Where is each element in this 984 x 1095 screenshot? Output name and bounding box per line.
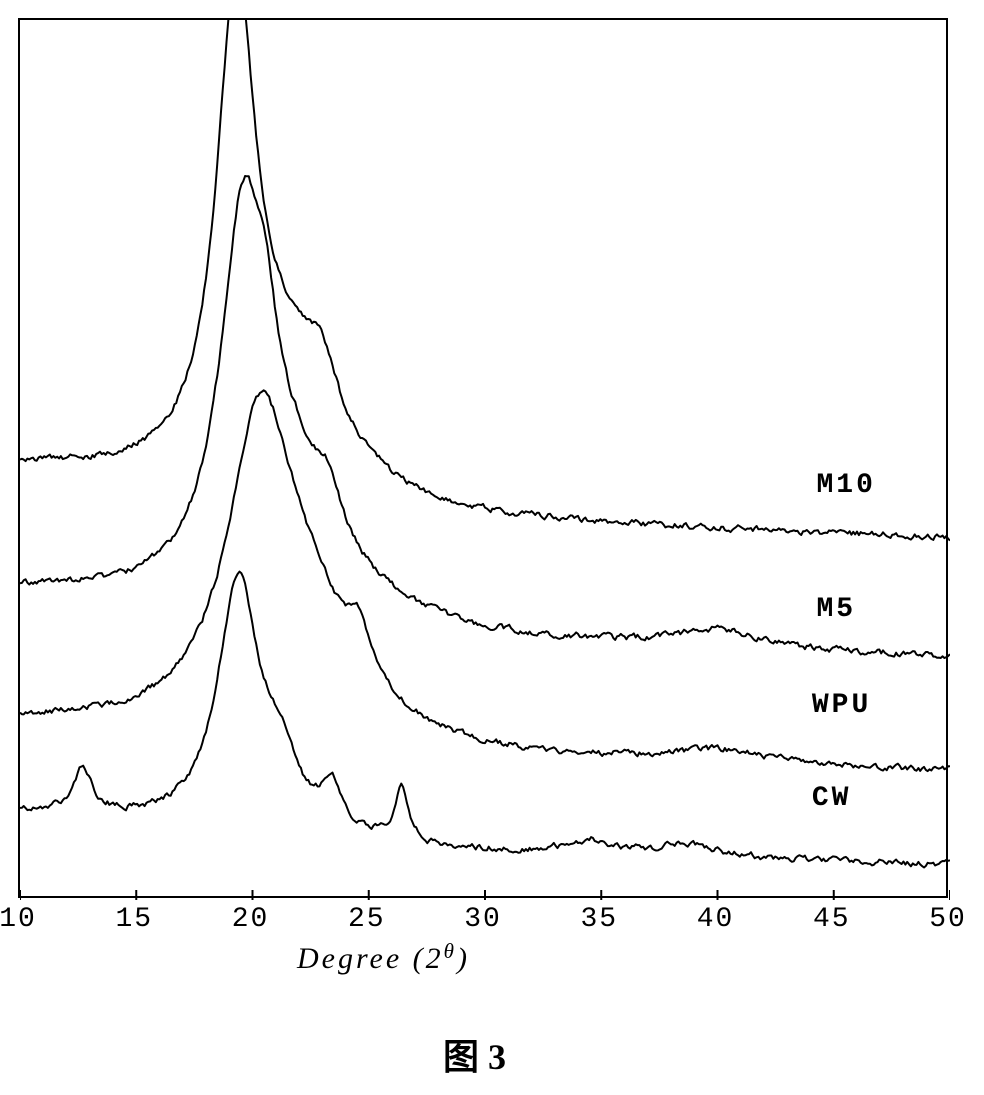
figure-container: 10 15 20 25 30 35 40 45 50 M10 M5 WPU CW Degree (2θ… (0, 0, 984, 1095)
x-tick-label: 30 (464, 904, 502, 935)
plot-area (18, 18, 948, 898)
x-tick-label: 45 (813, 904, 851, 935)
series-CW (20, 572, 950, 868)
plot-svg (20, 20, 950, 900)
x-tick-label: 10 (0, 904, 37, 935)
x-axis-label: Degree (2θ) (297, 942, 470, 976)
series-label-WPU: WPU (812, 690, 871, 721)
x-tick-label: 15 (115, 904, 153, 935)
x-tick-label: 35 (580, 904, 618, 935)
figure-caption: 图 3 (443, 1028, 506, 1080)
x-tick-label: 25 (348, 904, 386, 935)
series-WPU (20, 390, 950, 771)
series-M5 (20, 176, 950, 658)
series-label-CW: CW (812, 783, 852, 814)
series-label-M5: M5 (817, 594, 857, 625)
x-tick-label: 20 (232, 904, 270, 935)
series-M10 (20, 20, 950, 541)
series-label-M10: M10 (817, 470, 876, 501)
x-tick-label: 50 (929, 904, 967, 935)
x-tick-label: 40 (697, 904, 735, 935)
